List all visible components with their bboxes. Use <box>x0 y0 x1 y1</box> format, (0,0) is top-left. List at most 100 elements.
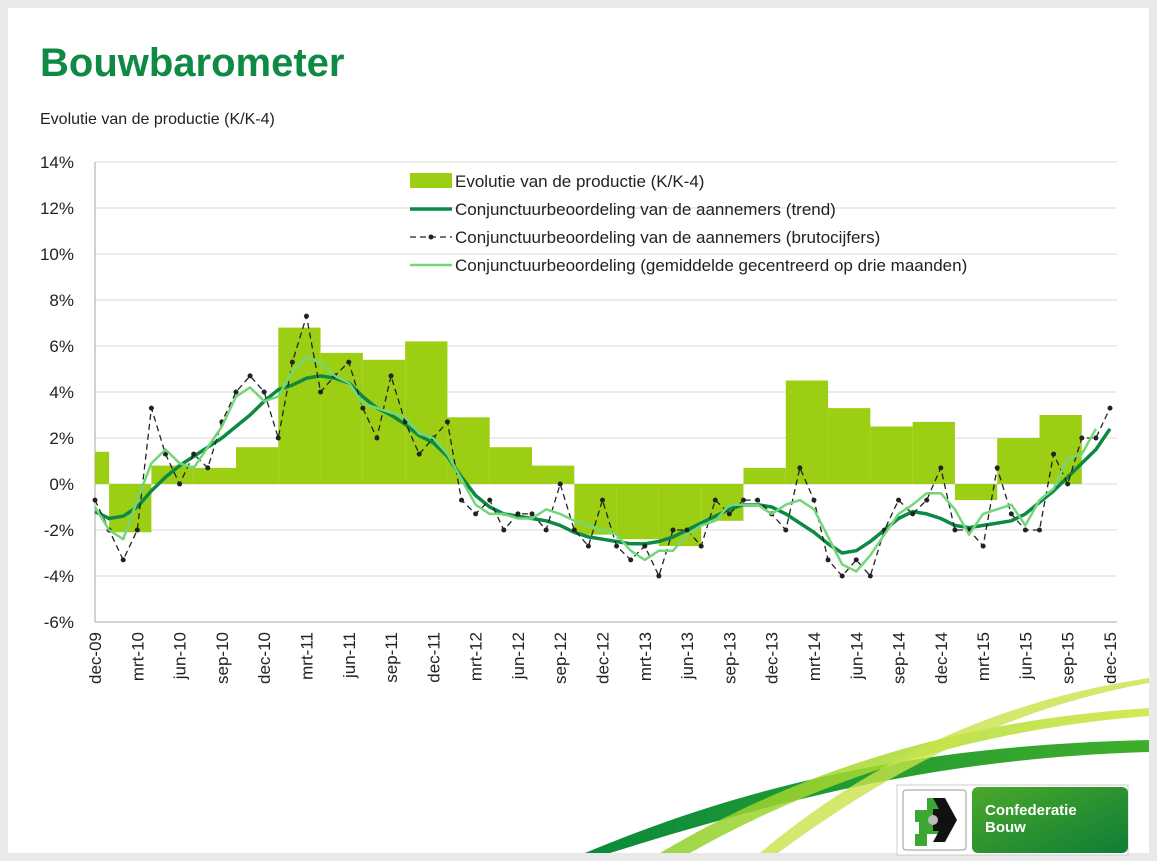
x-tick-label: dec-10 <box>255 632 274 684</box>
x-tick-label: jun-14 <box>847 632 866 680</box>
marker <box>346 360 351 365</box>
x-tick-label: sep-14 <box>890 632 909 684</box>
marker <box>783 528 788 533</box>
x-tick-label: jun-13 <box>678 632 697 680</box>
x-tick-label: mrt-10 <box>128 632 147 681</box>
x-tick-label: dec-09 <box>86 632 105 684</box>
marker <box>614 544 619 549</box>
marker <box>896 498 901 503</box>
marker <box>487 498 492 503</box>
y-tick-label: 2% <box>49 429 74 448</box>
marker <box>177 482 182 487</box>
marker <box>1037 528 1042 533</box>
marker <box>374 436 379 441</box>
x-tick-label: sep-13 <box>720 632 739 684</box>
x-tick-label: dec-12 <box>594 632 613 684</box>
x-tick-label: sep-11 <box>382 632 401 683</box>
marker <box>981 544 986 549</box>
marker <box>755 498 760 503</box>
marker <box>924 498 929 503</box>
x-tick-label: sep-12 <box>551 632 570 684</box>
marker <box>826 557 831 562</box>
marker <box>473 511 478 516</box>
marker <box>938 465 943 470</box>
marker <box>685 528 690 533</box>
marker <box>304 314 309 319</box>
slide-title: Bouwbarometer <box>40 41 345 85</box>
x-tick-label: dec-14 <box>932 632 951 684</box>
marker <box>318 390 323 395</box>
marker <box>1023 528 1028 533</box>
y-tick-label: 8% <box>49 291 74 310</box>
marker <box>93 498 98 503</box>
chart-subtitle: Evolutie van de productie (K/K-4) <box>40 111 275 128</box>
marker <box>149 406 154 411</box>
marker <box>233 390 238 395</box>
y-tick-label: 10% <box>40 245 74 264</box>
marker <box>515 511 520 516</box>
marker <box>995 465 1000 470</box>
marker <box>121 557 126 562</box>
marker <box>670 528 675 533</box>
marker <box>600 498 605 503</box>
x-tick-label: mrt-13 <box>636 632 655 681</box>
x-tick-label: dec-13 <box>763 632 782 684</box>
marker <box>1009 511 1014 516</box>
marker <box>1065 482 1070 487</box>
y-tick-label: 14% <box>40 153 74 172</box>
bar <box>532 466 574 484</box>
x-tick-label: sep-10 <box>213 632 232 684</box>
y-tick-label: 12% <box>40 199 74 218</box>
marker <box>417 452 422 457</box>
bar <box>701 484 743 521</box>
bar <box>955 484 997 500</box>
bar <box>405 341 447 484</box>
marker <box>276 436 281 441</box>
bar <box>617 484 659 539</box>
logo-text: Confederatie <box>985 802 1077 819</box>
legend-marker <box>429 235 434 240</box>
marker <box>741 498 746 503</box>
bar <box>659 484 701 546</box>
legend-swatch <box>410 173 452 188</box>
slide: Bouwbarometer Evolutie van de productie … <box>0 0 1157 861</box>
x-tick-label: mrt-15 <box>974 632 993 681</box>
x-tick-label: mrt-12 <box>467 632 486 681</box>
marker <box>1093 436 1098 441</box>
marker <box>713 498 718 503</box>
bar <box>743 468 785 484</box>
legend-label: Conjunctuurbeoordeling van de aannemers … <box>455 200 836 219</box>
x-tick-label: mrt-11 <box>297 632 316 680</box>
bar <box>828 408 870 484</box>
marker <box>727 511 732 516</box>
y-tick-label: -2% <box>44 521 74 540</box>
bar <box>109 484 151 532</box>
x-tick-label: jun-10 <box>171 632 190 680</box>
legend-label: Evolutie van de productie (K/K-4) <box>455 172 704 191</box>
marker <box>854 557 859 562</box>
marker <box>797 465 802 470</box>
marker <box>1079 436 1084 441</box>
bar <box>786 381 828 485</box>
x-tick-label: mrt-14 <box>805 632 824 681</box>
marker <box>1051 452 1056 457</box>
bar <box>236 447 278 484</box>
marker <box>501 528 506 533</box>
x-tick-label: dec-11 <box>424 632 443 683</box>
marker <box>586 544 591 549</box>
marker <box>135 528 140 533</box>
marker <box>656 574 661 579</box>
marker <box>811 498 816 503</box>
marker <box>558 482 563 487</box>
logo-text: Bouw <box>985 819 1026 836</box>
bar <box>447 417 489 484</box>
marker <box>445 419 450 424</box>
marker <box>530 511 535 516</box>
marker <box>868 574 873 579</box>
x-tick-label: sep-15 <box>1059 632 1078 684</box>
marker <box>544 528 549 533</box>
marker <box>360 406 365 411</box>
x-tick-label: jun-12 <box>509 632 528 680</box>
marker <box>262 390 267 395</box>
x-tick-label: jun-11 <box>340 632 359 679</box>
